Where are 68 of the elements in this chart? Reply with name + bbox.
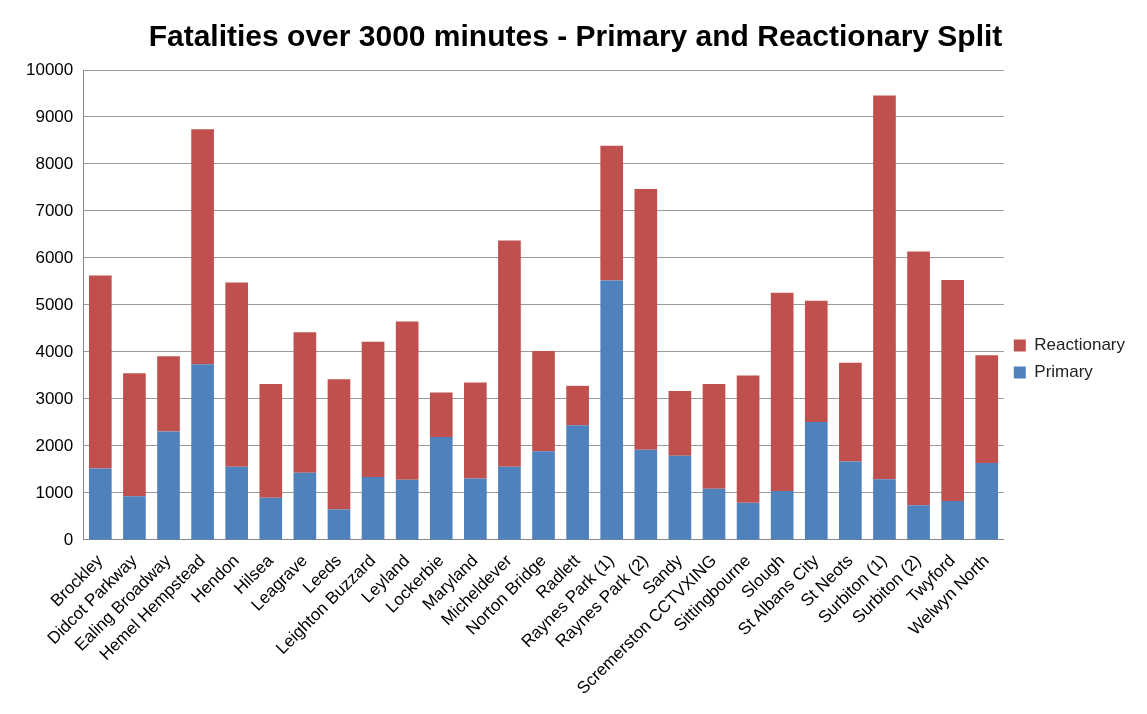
bar bbox=[702, 488, 726, 540]
bar bbox=[702, 383, 726, 489]
bar bbox=[668, 455, 692, 540]
bar bbox=[88, 275, 112, 469]
bar bbox=[191, 129, 214, 365]
bar bbox=[600, 280, 624, 540]
bar bbox=[804, 422, 828, 540]
bar bbox=[532, 451, 555, 540]
bar bbox=[907, 251, 930, 506]
bar bbox=[157, 356, 180, 432]
y-tick-label: 8000 bbox=[35, 153, 74, 173]
y-tick-label: 6000 bbox=[35, 247, 74, 267]
y-tick-label: 7000 bbox=[35, 200, 74, 220]
y-tick-label: 10000 bbox=[25, 59, 74, 79]
bar bbox=[873, 479, 896, 540]
bar bbox=[293, 332, 317, 473]
bar bbox=[88, 468, 112, 540]
bar bbox=[736, 502, 760, 540]
bar bbox=[395, 479, 419, 540]
bar bbox=[736, 375, 760, 503]
bar bbox=[327, 379, 351, 510]
bar bbox=[532, 351, 555, 452]
bar bbox=[123, 373, 146, 497]
bar bbox=[498, 466, 521, 540]
bar bbox=[941, 280, 964, 501]
y-tick-label: 4000 bbox=[35, 341, 74, 361]
legend-label: Reactionary bbox=[1034, 335, 1126, 355]
bar bbox=[907, 505, 930, 540]
y-tick-label: 0 bbox=[63, 529, 74, 549]
bar bbox=[361, 477, 385, 540]
bar bbox=[259, 497, 283, 540]
bar bbox=[293, 472, 317, 540]
y-tick-label: 9000 bbox=[35, 106, 74, 126]
bar bbox=[975, 355, 999, 463]
bar bbox=[123, 496, 146, 540]
bar bbox=[770, 491, 794, 540]
bar bbox=[429, 437, 453, 540]
y-tick-label: 5000 bbox=[35, 294, 74, 314]
bar bbox=[941, 500, 964, 540]
bar bbox=[429, 392, 453, 438]
bar bbox=[600, 145, 624, 281]
bar bbox=[464, 478, 487, 540]
bar bbox=[225, 466, 249, 540]
legend-label: Primary bbox=[1034, 362, 1094, 382]
bar bbox=[839, 362, 862, 462]
bar bbox=[634, 449, 658, 540]
bar bbox=[804, 300, 828, 423]
bar bbox=[361, 341, 385, 478]
bar bbox=[566, 385, 589, 426]
bar bbox=[668, 391, 692, 456]
chart-title: Fatalities over 3000 minutes - Primary and Reactionary Split bbox=[148, 19, 1003, 53]
bar bbox=[975, 462, 999, 540]
y-tick-label: 3000 bbox=[35, 388, 74, 408]
bar bbox=[157, 431, 180, 540]
bar bbox=[873, 95, 896, 480]
y-tick-label: 2000 bbox=[35, 435, 74, 455]
bar bbox=[566, 425, 589, 540]
bar bbox=[770, 292, 794, 492]
bar bbox=[464, 382, 487, 479]
bar bbox=[839, 461, 862, 540]
bar bbox=[634, 188, 658, 450]
bar bbox=[395, 321, 419, 480]
bar bbox=[327, 509, 351, 540]
bar bbox=[259, 383, 283, 498]
bar bbox=[191, 364, 214, 540]
y-tick-label: 1000 bbox=[35, 482, 74, 502]
bar bbox=[225, 282, 249, 467]
bar bbox=[498, 240, 521, 467]
